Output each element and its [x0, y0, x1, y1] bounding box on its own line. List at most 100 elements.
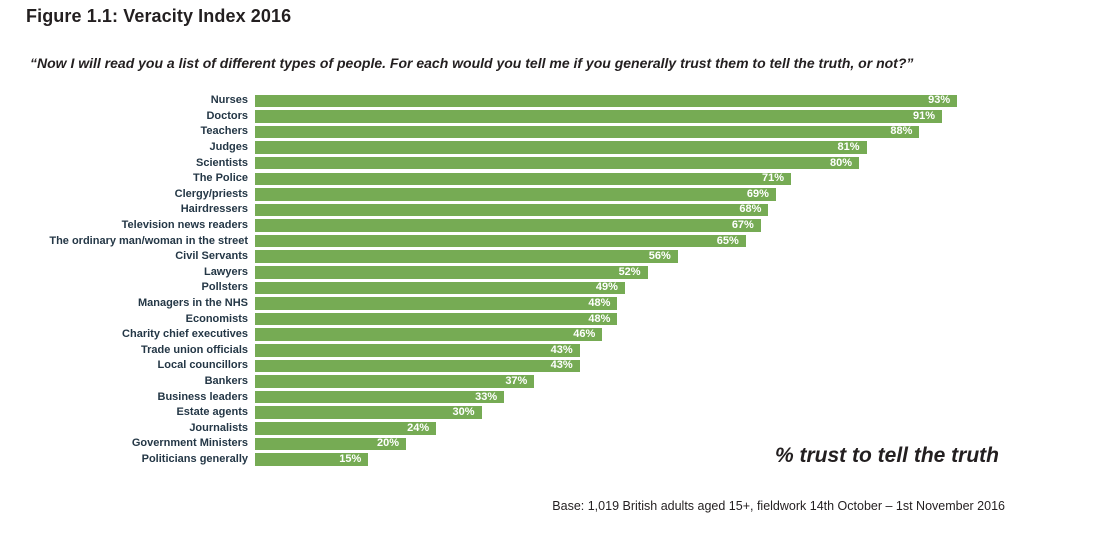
category-label: Television news readers — [121, 219, 248, 232]
category-label: Lawyers — [203, 265, 248, 278]
bar: 65% — [255, 234, 746, 248]
bar-value-label: 80% — [829, 156, 852, 169]
bar-row: Doctors 91% — [0, 109, 1010, 125]
bar-row: The ordinary man/woman in the street 65% — [0, 233, 1010, 249]
bar-row: Local councillors 43% — [0, 358, 1010, 374]
bar: 68% — [255, 203, 769, 217]
bar-value-label: 24% — [407, 421, 430, 434]
bar-track: 30% — [255, 406, 1010, 419]
bar: 48% — [255, 312, 618, 326]
bar-value-label: 71% — [762, 172, 785, 185]
bar-track: 67% — [255, 219, 1010, 232]
category-label: Managers in the NHS — [137, 297, 248, 310]
bar-row: Civil Servants 56% — [0, 249, 1010, 265]
category-label: Scientists — [196, 156, 248, 169]
bar-value-label: 48% — [588, 312, 611, 325]
bar-track: 68% — [255, 203, 1010, 217]
bar-value-label: 43% — [550, 343, 573, 356]
bar: 43% — [255, 359, 580, 373]
category-label: Civil Servants — [175, 250, 248, 263]
bar-row: Estate agents 30% — [0, 405, 1010, 421]
bar-track: 48% — [255, 297, 1010, 310]
bar: 33% — [255, 390, 505, 404]
bar-track: 24% — [255, 422, 1010, 435]
bar: 20% — [255, 437, 406, 451]
bar-value-label: 52% — [618, 265, 641, 278]
bar-row: Economists 48% — [0, 311, 1010, 327]
bar-row: Nurses 93% — [0, 93, 1010, 109]
bar: 49% — [255, 281, 625, 295]
category-label: Politicians generally — [141, 452, 248, 465]
bar-row: Pollsters 49% — [0, 280, 1010, 296]
bar-row: Managers in the NHS 48% — [0, 296, 1010, 312]
bar-track: 69% — [255, 188, 1010, 201]
bar: 46% — [255, 328, 603, 341]
base-note: Base: 1,019 British adults aged 15+, fie… — [552, 499, 1005, 513]
category-label: Journalists — [189, 421, 248, 434]
survey-question: “Now I will read you a list of different… — [30, 55, 914, 71]
bar-value-label: 65% — [716, 234, 739, 247]
bar-row: Television news readers 67% — [0, 218, 1010, 234]
category-label: Hairdressers — [180, 203, 248, 216]
bar-value-label: 56% — [648, 250, 671, 263]
bar-value-label: 20% — [376, 437, 399, 450]
bar: 30% — [255, 406, 482, 419]
bar-value-label: 46% — [573, 328, 596, 341]
bar-track: 88% — [255, 125, 1010, 139]
bar-value-label: 48% — [588, 297, 611, 310]
bar-value-label: 69% — [746, 187, 769, 200]
bar-value-label: 37% — [505, 374, 528, 387]
bar-track: 80% — [255, 156, 1010, 170]
category-label: Local councillors — [157, 359, 248, 372]
category-label: Government Ministers — [131, 437, 248, 450]
bar-value-label: 91% — [913, 109, 936, 122]
category-label: Teachers — [200, 125, 249, 138]
bar-track: 52% — [255, 266, 1010, 279]
bar: 37% — [255, 374, 535, 388]
bar-track: 33% — [255, 390, 1010, 404]
bar-row: Trade union officials 43% — [0, 343, 1010, 359]
bar-value-label: 81% — [837, 141, 860, 154]
bar-chart: Nurses 93% Doctors 91% Teachers 88% Judg… — [0, 93, 1010, 467]
category-label: The Police — [192, 172, 248, 185]
bar-row: Clergy/priests 69% — [0, 187, 1010, 203]
bar-track: 20% — [255, 437, 1010, 451]
bar: 80% — [255, 156, 859, 170]
bar-track: 71% — [255, 172, 1010, 186]
bar-value-label: 43% — [550, 359, 573, 372]
bar-row: The Police 71% — [0, 171, 1010, 187]
category-label: Estate agents — [176, 406, 248, 419]
bar-row: Hairdressers 68% — [0, 202, 1010, 218]
bar-track: 43% — [255, 344, 1010, 357]
bar: 69% — [255, 188, 776, 201]
category-label: Clergy/priests — [174, 187, 248, 200]
bar-track: 49% — [255, 281, 1010, 295]
bar: 81% — [255, 141, 867, 154]
bar-track: 56% — [255, 250, 1010, 263]
bar: 48% — [255, 297, 618, 310]
bar-row: Charity chief executives 46% — [0, 327, 1010, 343]
bar-track: 15% — [255, 453, 1010, 466]
bar-row: Journalists 24% — [0, 420, 1010, 436]
category-label: Doctors — [206, 109, 248, 122]
bar: 88% — [255, 125, 920, 139]
bar: 52% — [255, 266, 648, 279]
category-label: Charity chief executives — [122, 328, 248, 341]
bar: 43% — [255, 344, 580, 357]
bar: 24% — [255, 421, 437, 435]
bar: 91% — [255, 109, 943, 123]
category-label: Trade union officials — [141, 343, 248, 356]
category-label: Business leaders — [157, 390, 249, 403]
bar: 71% — [255, 172, 792, 186]
bar-track: 43% — [255, 359, 1010, 373]
bar-track: 37% — [255, 375, 1010, 388]
bar: 15% — [255, 453, 369, 466]
bar: 67% — [255, 219, 761, 232]
bar-track: 46% — [255, 328, 1010, 341]
category-label: Pollsters — [201, 281, 248, 294]
bar-value-label: 30% — [452, 406, 475, 419]
bar: 93% — [255, 94, 958, 108]
bar-row: Government Ministers 20% — [0, 436, 1010, 452]
bar-row: Judges 81% — [0, 140, 1010, 156]
